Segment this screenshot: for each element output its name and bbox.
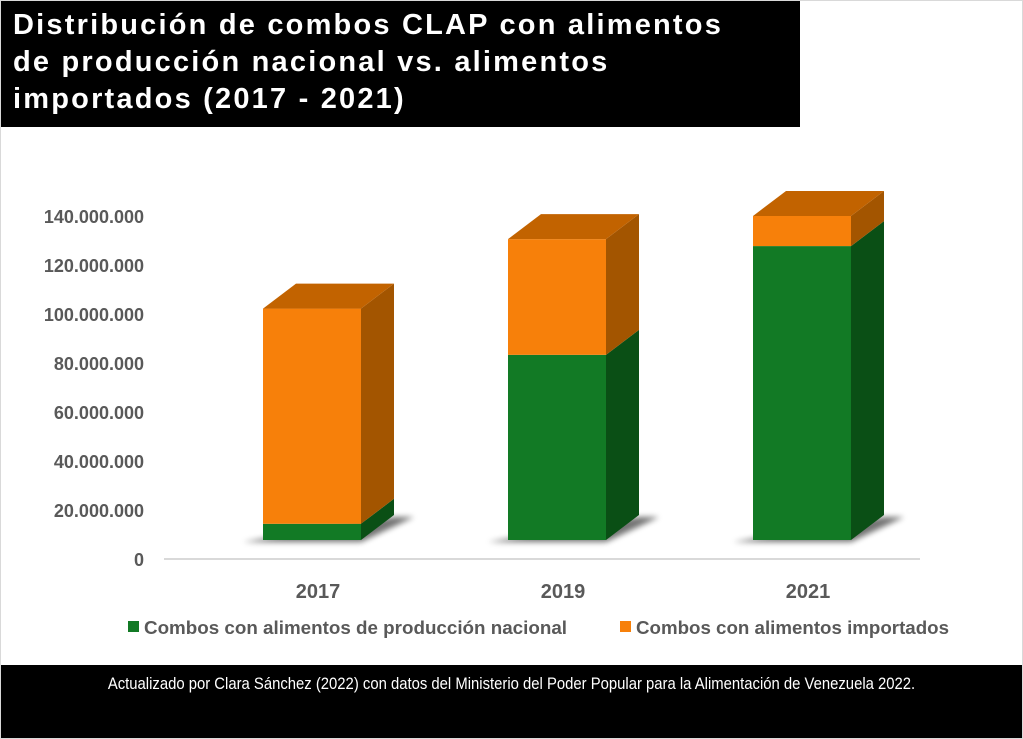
bar-stack-2021 <box>733 191 904 542</box>
y-tick-label: 100.000.000 <box>44 305 144 325</box>
y-tick-label: 0 <box>134 550 144 570</box>
bar-imported-2017-top <box>263 283 394 309</box>
bar-national-2021-side <box>851 221 884 541</box>
x-tick-label: 2021 <box>786 581 831 603</box>
y-tick-label: 140.000.000 <box>44 207 144 227</box>
legend-label: Combos con alimentos importados <box>636 618 949 638</box>
x-axis: 2017 2019 2021 <box>296 581 831 603</box>
bar-imported-2019 <box>508 239 606 355</box>
source-note: Actualizado por Clara Sánchez (2022) con… <box>107 675 916 693</box>
y-tick-label: 60.000.000 <box>54 403 144 423</box>
bar-stack-2019 <box>488 214 659 542</box>
bar-imported-2021-side <box>851 191 884 247</box>
footer: Actualizado por Clara Sánchez (2022) con… <box>1 665 1022 738</box>
title-line-2: de producción nacional vs. alimentos <box>13 46 610 78</box>
y-axis: 0 20.000.000 40.000.000 60.000.000 80.000.00… <box>44 207 144 570</box>
bar-stack-2017 <box>243 283 414 542</box>
title-line-3: importados (2017 - 2021) <box>13 83 406 115</box>
legend-label: Combos con alimentos de producción nacio… <box>144 618 567 638</box>
x-tick-label: 2017 <box>296 581 341 603</box>
x-tick-label: 2019 <box>541 581 586 603</box>
y-tick-label: 20.000.000 <box>54 501 144 521</box>
legend-swatch <box>620 621 631 632</box>
bar-imported-2017 <box>263 308 361 524</box>
legend-item-imported: Combos con alimentos importados <box>620 618 949 638</box>
bar-national-2019 <box>508 354 606 540</box>
bar-national-2017-side <box>361 498 394 540</box>
bar-imported-2021 <box>753 216 851 247</box>
legend: Combos con alimentos de producción nacio… <box>128 618 949 638</box>
bar-national-2017 <box>263 523 361 540</box>
bar-national-2019-side <box>606 329 639 540</box>
bars <box>243 191 904 542</box>
bar-imported-2019-top <box>508 214 639 240</box>
y-tick-label: 40.000.000 <box>54 452 144 472</box>
bar-imported-2017-side <box>361 283 394 524</box>
y-tick-label: 80.000.000 <box>54 354 144 374</box>
bar-imported-2019-side <box>606 214 639 355</box>
bar-imported-2021-top <box>753 191 884 216</box>
y-tick-label: 120.000.000 <box>44 256 144 276</box>
title-line-1: Distribución de combos CLAP con alimento… <box>13 9 724 41</box>
title-box: Distribución de combos CLAP con alimento… <box>1 1 800 127</box>
legend-item-national: Combos con alimentos de producción nacio… <box>128 618 567 638</box>
legend-swatch <box>128 621 139 632</box>
bar-national-2021 <box>753 246 851 541</box>
chart-svg: 0 20.000.000 40.000.000 60.000.000 80.000.00… <box>44 191 949 638</box>
